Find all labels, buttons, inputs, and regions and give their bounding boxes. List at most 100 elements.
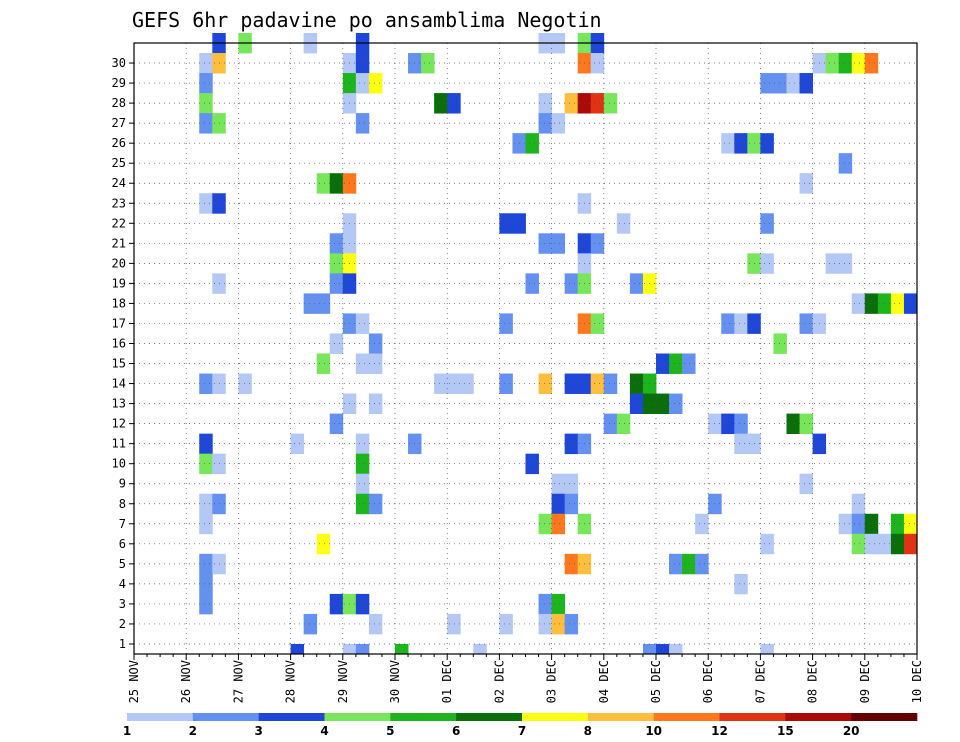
colorbar-label: 4 [320, 724, 328, 738]
heatmap-cell [551, 593, 566, 615]
heatmap-cell [734, 413, 748, 435]
heatmap-cell [499, 313, 513, 334]
heatmap-cell [669, 643, 683, 655]
heatmap-cell [499, 373, 513, 394]
x-tick-label: 03 DEC [545, 660, 559, 703]
heatmap-cell [695, 513, 709, 535]
heatmap-cell [199, 593, 213, 615]
heatmap-cell [434, 373, 474, 394]
heatmap-cell [290, 643, 305, 655]
grid-lines [134, 43, 917, 654]
heatmap-cell [199, 73, 213, 94]
heatmap-cell [851, 293, 866, 314]
heatmap-cell [199, 433, 213, 455]
x-tick-label: 10 DEC [910, 660, 924, 703]
heatmap-cell [368, 493, 383, 515]
y-tick-label: 25 [112, 156, 126, 170]
y-tick-label: 12 [112, 417, 126, 431]
heatmap-cell [199, 373, 213, 394]
chart-title: GEFS 6hr padavine po ansamblima Negotin [132, 8, 602, 32]
colorbar-label: 10 [645, 724, 662, 738]
y-tick-label: 28 [112, 96, 126, 110]
x-tick-label: 25 NOV [127, 660, 141, 703]
heatmap-cell [199, 53, 213, 74]
x-tick-label: 07 DEC [753, 660, 767, 703]
colorbar-swatch [258, 713, 325, 721]
heatmap-cell [799, 173, 813, 194]
heatmap-cell [329, 593, 344, 615]
heatmap-cell [799, 73, 813, 94]
colorbar-swatch [719, 713, 786, 721]
heatmap-cell [199, 193, 213, 214]
heatmap-cell [851, 513, 866, 535]
heatmap-cell [329, 413, 344, 435]
colorbar-label: 20 [843, 724, 860, 738]
heatmap-cell [329, 273, 344, 294]
heatmap-cell [864, 533, 892, 555]
x-tick-label: 09 DEC [858, 660, 872, 703]
heatmap-cell [721, 133, 735, 154]
heatmap-cell [551, 613, 566, 635]
heatmap-cell [734, 433, 761, 455]
y-tick-label: 13 [112, 397, 126, 411]
heatmap-cell [538, 93, 552, 114]
y-tick-label: 1 [119, 637, 126, 651]
x-tick-label: 01 DEC [440, 660, 454, 703]
heatmap-cell [199, 513, 213, 535]
heatmap-cell [538, 113, 552, 134]
colorbar-label: 12 [711, 724, 728, 738]
heatmap-cell [238, 373, 252, 394]
colorbar-label: 6 [452, 724, 460, 738]
colorbar-label: 5 [386, 724, 394, 738]
heatmap-cell [825, 53, 840, 74]
heatmap-cell [838, 53, 853, 74]
heatmap-cell [590, 373, 605, 394]
heatmap-cell [434, 93, 448, 114]
x-tick-label: 02 DEC [492, 660, 506, 703]
heatmap-cell [329, 233, 344, 254]
y-tick-label: 26 [112, 136, 126, 150]
heatmap-cell [799, 313, 813, 334]
heatmap-cell [447, 613, 461, 635]
y-tick-label: 3 [119, 597, 126, 611]
heatmap-cell [303, 613, 318, 635]
heatmap-cell [564, 93, 579, 114]
heatmap-cell [551, 513, 566, 535]
heatmap-cell [538, 513, 552, 535]
y-tick-label: 11 [112, 437, 126, 451]
heatmap-cell [316, 353, 331, 374]
heatmap-cell [603, 373, 618, 394]
heatmap-cell [903, 533, 918, 555]
heatmap-cell [421, 53, 435, 74]
heatmap-cell [760, 533, 774, 555]
x-tick-label: 30 NOV [388, 660, 402, 703]
heatmap-cell [760, 213, 774, 234]
y-tick-label: 15 [112, 357, 126, 371]
heatmap-cell [890, 533, 905, 555]
colorbar-label: 8 [584, 724, 592, 738]
heatmap-cell [682, 553, 696, 575]
heatmap-cell [825, 253, 853, 274]
heatmap-cell [329, 253, 344, 274]
heatmap-cell [368, 73, 383, 94]
heatmap-cell [199, 453, 213, 475]
heatmap-cell [851, 493, 866, 515]
heatmap-cell [590, 313, 605, 334]
heatmap-cell [760, 643, 774, 655]
x-tick-label: 28 NOV [284, 660, 298, 703]
x-tick-label: 08 DEC [806, 660, 820, 703]
heatmap-cell [890, 513, 905, 535]
colorbar-swatch [390, 713, 457, 721]
heatmap-cell [342, 643, 357, 655]
y-tick-label: 5 [119, 557, 126, 571]
colorbar-swatch [851, 713, 918, 721]
y-tick-label: 16 [112, 336, 126, 350]
heatmap-cell [355, 433, 370, 455]
heatmap-cell [695, 553, 709, 575]
heatmap-cell [721, 413, 735, 435]
heatmap-cell [851, 53, 866, 74]
heatmap-cell [551, 113, 566, 134]
heatmap-cell [629, 373, 644, 394]
y-tick-label: 29 [112, 76, 126, 90]
colorbar-label: 1 [123, 724, 131, 738]
